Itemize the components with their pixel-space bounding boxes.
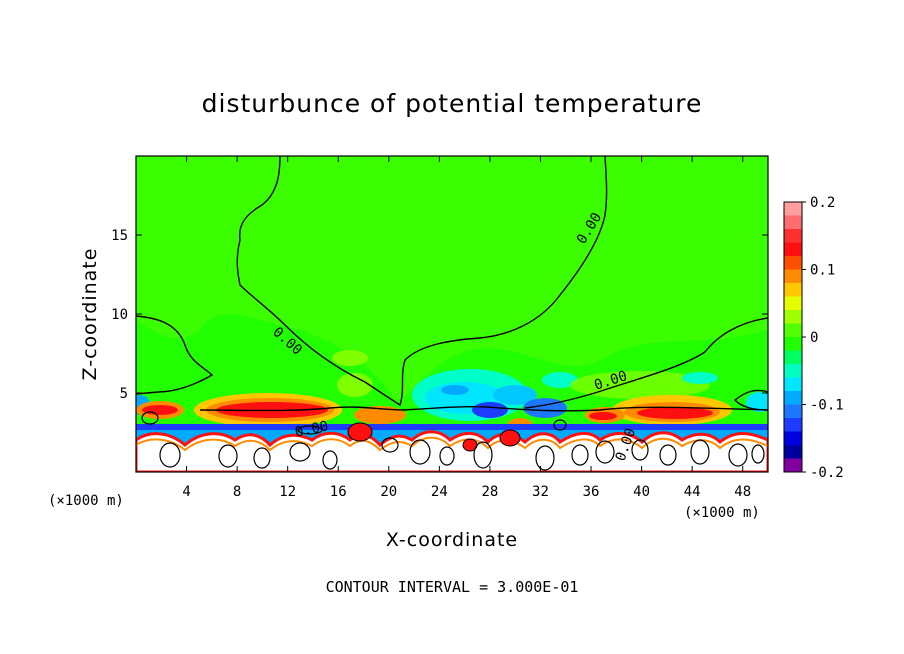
colorbar-swatch [784,323,802,338]
colorbar-swatch [784,377,802,392]
colorbar-swatch [784,202,802,216]
colorbar-tick-label: -0.2 [810,465,844,481]
colorbar-swatch [784,337,802,351]
colorbar-swatch [784,404,802,419]
x-tick-label: 16 [330,484,347,500]
field-light-region [136,156,768,400]
zero-contours [136,156,768,412]
chart-title: disturbunce of potential temperature [202,89,703,118]
colorbar-swatch [784,256,802,270]
zero-contour-right [524,317,768,409]
x-unit-left: (×1000 m) [48,493,124,509]
colorbar-swatch [784,269,802,284]
colorbar-tick-label: -0.1 [810,398,844,414]
x-tick-label: 8 [233,484,241,500]
x-tick-label: 20 [380,484,397,500]
y-axis-label: Z-coordinate [79,248,101,381]
colorbar-swatch [784,242,802,257]
x-tick-label: 40 [633,484,650,500]
x-tick-label: 44 [684,484,701,500]
x-axis: 4 8 12 16 20 24 28 32 36 40 44 48 [182,156,751,500]
x-tick-label: 32 [532,484,549,500]
colorbar-swatch [784,310,802,324]
colorbar-swatch [784,229,802,243]
x-tick-label: 24 [431,484,448,500]
colorbar-tick-label: 0.1 [810,263,835,279]
colorbar: 0.2 0.1 0 -0.1 -0.2 [783,195,844,481]
colorbar-swatch [784,283,802,297]
colorbar-tick-label: 0 [810,330,818,346]
zero-contour-main [236,156,608,407]
y-axis: 5 10 15 [111,228,768,402]
x-tick-label: 12 [279,484,296,500]
colorbar-swatch [784,445,802,459]
zero-contour-left [136,315,214,395]
x-tick-label: 28 [481,484,498,500]
zero-contour-low [199,406,768,412]
x-tick-label: 4 [182,484,190,500]
colorbar-swatch [784,431,802,446]
x-tick-label: 48 [734,484,751,500]
colorbar-swatch [784,418,802,432]
colorbar-swatch [784,364,802,378]
colorbar-swatch [784,458,802,473]
colorbar-swatch [784,215,802,230]
y-tick-label: 5 [120,386,128,402]
colorbar-swatch [784,296,802,311]
colorbar-tick-label: 0.2 [810,195,835,211]
contour-label: 0.00 [294,418,330,441]
y-tick-label: 15 [111,228,128,244]
y-tick-label: 10 [111,307,128,323]
colorbar-swatch [784,391,802,405]
plot-area [136,156,768,472]
x-tick-label: 36 [583,484,600,500]
x-unit-right: (×1000 m) [684,505,760,521]
contour-interval-note: CONTOUR INTERVAL = 3.000E-01 [326,578,579,596]
lower-layer-cells [136,411,768,472]
x-axis-label: X-coordinate [386,529,518,551]
colorbar-swatch [784,350,802,365]
